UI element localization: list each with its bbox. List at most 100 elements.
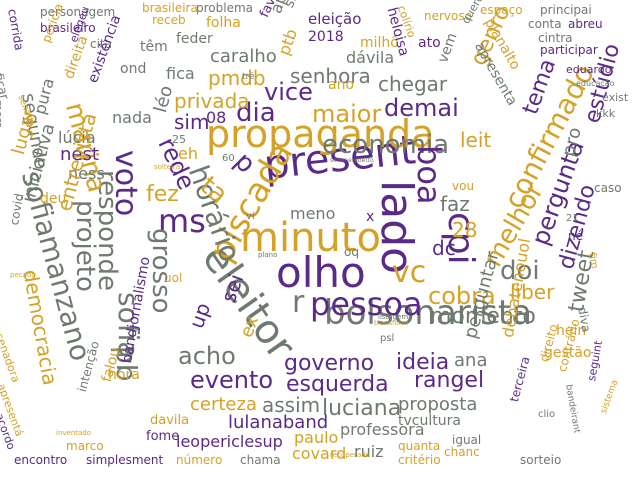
word-transform: transform — [374, 319, 409, 327]
word-governo: governo — [284, 351, 375, 376]
word-faz: faz — [440, 192, 470, 216]
word-acho: acho — [178, 342, 236, 370]
word-tvcultura: tvcultura — [398, 413, 461, 429]
word-vou: vou — [452, 179, 475, 193]
word-problema: problema — [196, 1, 254, 15]
word-exist: exist — [602, 91, 629, 104]
word-simplesment: simplesment — [86, 453, 164, 467]
word-plano: plano — [258, 251, 278, 259]
word-minuto: minuto — [240, 215, 381, 261]
word-sorteio: sorteio — [520, 453, 562, 467]
word-solteira: solteira — [154, 163, 181, 171]
word-psl: psl — [380, 333, 395, 344]
word-rangel: rangel — [414, 368, 485, 393]
word-28: 28 — [452, 218, 478, 242]
word-demai: demai — [384, 94, 459, 122]
word-up: up — [184, 299, 216, 332]
word-esquerda: esquerda — [286, 372, 389, 397]
word-2018: 2018 — [308, 29, 344, 45]
word-paulo: paulo — [294, 428, 339, 447]
word-educacao: educação — [576, 79, 615, 88]
word-senadora: senadora — [0, 331, 23, 385]
word-corrida: corrida — [5, 7, 27, 52]
word-meno: meno — [290, 204, 336, 223]
word-25: 25 — [172, 133, 186, 146]
word-ruiz: ruiz — [354, 442, 384, 461]
word-ficar: ficar — [0, 71, 12, 101]
word-ond: ond — [120, 61, 147, 77]
word-criterio: critério — [398, 453, 441, 467]
word-pecado: pecado — [10, 271, 36, 279]
word-bandeirant: bandeirant — [563, 383, 582, 434]
word-kkk: kkk — [596, 107, 616, 120]
word-quanta: quanta — [398, 439, 441, 453]
word-personagem: personagem — [40, 5, 116, 19]
word-pura: pura — [30, 76, 58, 117]
word-simonetebetto: simonetebetto — [330, 157, 374, 164]
word-privada: privada — [174, 89, 250, 113]
word-ne: né — [568, 229, 583, 243]
word-folha: folha — [206, 15, 241, 31]
word-fome: fome — [146, 429, 180, 444]
word-nest: nest — [60, 144, 99, 165]
word-nada: nada — [112, 108, 152, 127]
word-professora: professora — [340, 420, 425, 439]
word-principai: principai — [540, 3, 592, 17]
word-hora: hora — [108, 367, 140, 383]
word-sim: sim — [174, 110, 210, 134]
word-lucia: lúcia — [58, 128, 96, 147]
word-r: r — [292, 285, 305, 320]
word-doi: doi — [500, 256, 540, 286]
word-economia: economia — [322, 130, 450, 160]
word-momento: momento — [430, 304, 536, 329]
word-uol: uol — [164, 271, 183, 285]
word-davila2: davila — [150, 413, 190, 428]
word-terceira: terceira — [507, 354, 533, 404]
word-gestao: gestão — [544, 345, 592, 361]
word-chanc: chanc — [444, 445, 480, 459]
word-08: 08 — [206, 108, 227, 127]
word-dc: dc — [432, 236, 456, 260]
word-feder: feder — [176, 31, 213, 47]
word-leo: léo — [150, 83, 178, 115]
word-covard: covard — [292, 444, 347, 463]
word-fim: fim — [586, 251, 600, 270]
word-eduardo: eduardo — [566, 63, 612, 76]
word-caralho: caralho — [210, 46, 277, 67]
word-diva: diva — [575, 305, 594, 334]
word-brasileiro: brasileiro — [40, 21, 96, 35]
word-leopericlesup: leopericlesup — [176, 432, 283, 451]
word-listagem: listagem — [378, 313, 409, 321]
word-ideia: ideia — [396, 350, 450, 375]
word-brasileira: brasileira — [142, 1, 198, 15]
word-ato: ato — [418, 35, 441, 51]
word-propaganda: propaganda — [206, 112, 435, 156]
word-milho: milhô — [360, 35, 399, 51]
word-inventado: inventado — [56, 429, 92, 437]
word-sistema: sistema — [599, 378, 621, 416]
word-tre: tré — [242, 72, 255, 82]
word-evento: evento — [190, 366, 274, 394]
word-21: 21 — [566, 213, 579, 224]
word-mors: mors — [0, 100, 5, 128]
word-chegar: chegar — [378, 72, 448, 96]
word-cobra: cobra — [428, 282, 496, 310]
word-60: 60 — [222, 153, 235, 164]
word-luciana: luciana — [322, 396, 402, 421]
word-cintra: cintra — [538, 31, 573, 45]
word-encontro: encontro — [14, 453, 68, 467]
word-olho: olho — [276, 248, 366, 297]
word-eh: eh — [178, 144, 198, 163]
word-fica: fica — [166, 64, 195, 83]
word-hein: hein — [556, 323, 587, 339]
word-vice: vice — [264, 78, 313, 106]
word-tem: têm — [140, 39, 168, 55]
word-x: x — [366, 209, 375, 225]
word-marco: marco — [66, 439, 104, 453]
word-igual: igual — [452, 433, 482, 447]
word-certeza: certeza — [190, 394, 257, 415]
word-abreu: abreu — [568, 17, 603, 31]
word-senhora: senhora — [290, 64, 371, 88]
word-dia: dia — [236, 98, 276, 128]
